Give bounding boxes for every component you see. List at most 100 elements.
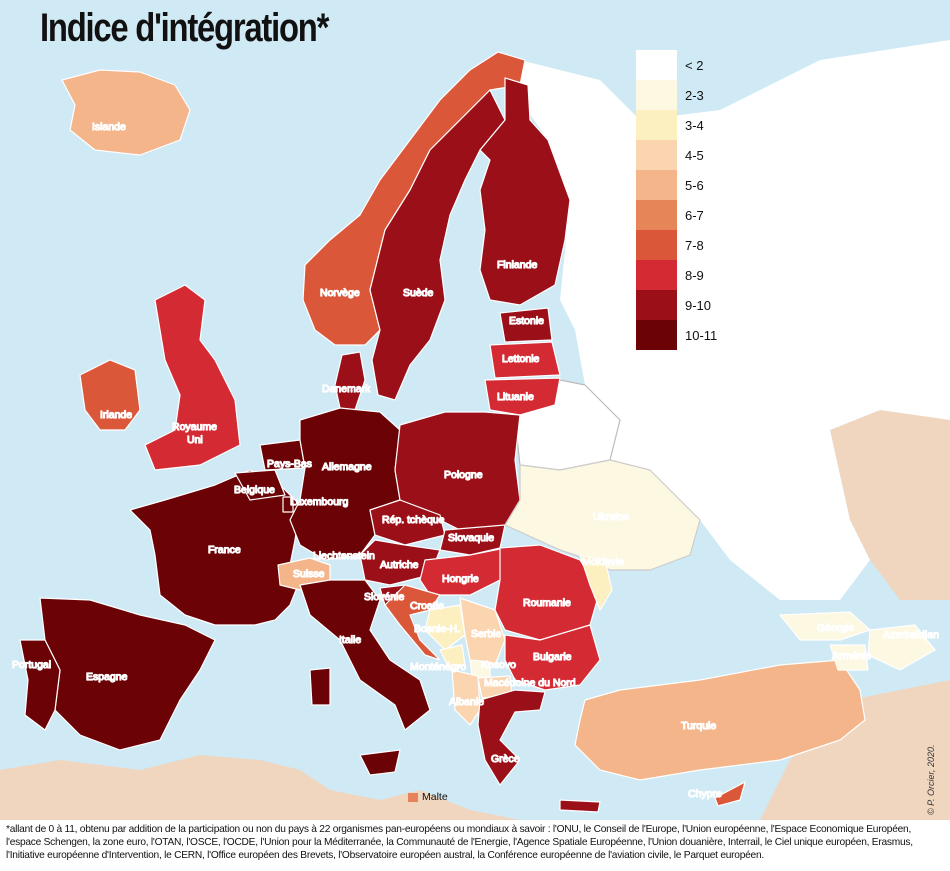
label-norvege: Norvège — [320, 287, 360, 299]
legend-swatch — [636, 110, 677, 140]
country-royaume-uni[interactable] — [144, 284, 241, 471]
label-moldavie: Moldavie — [582, 556, 624, 568]
label-danemark: Danemark — [322, 383, 371, 395]
legend-label: 8-9 — [685, 267, 704, 283]
label-azerbaidjan: Azerbaïdjan — [883, 629, 939, 641]
label-royaume-uni-2: Uni — [187, 434, 203, 446]
legend-swatch — [636, 140, 677, 170]
country-italie[interactable] — [299, 579, 431, 731]
label-malte: Malte — [422, 791, 448, 803]
country-albanie[interactable] — [451, 669, 481, 726]
legend-swatch — [636, 200, 677, 230]
label-suisse: Suisse — [293, 568, 325, 580]
label-croatie: Croatie — [410, 600, 444, 612]
country-suede[interactable] — [369, 89, 506, 401]
label-irlande: Irlande — [100, 409, 132, 421]
label-italie: Italie — [339, 634, 361, 646]
legend-swatch — [636, 260, 677, 290]
legend-label: 6-7 — [685, 207, 704, 223]
country-sardaigne[interactable] — [309, 667, 331, 706]
country-grece[interactable] — [477, 689, 546, 786]
country-ukraine[interactable] — [504, 459, 701, 571]
country-finlande[interactable] — [479, 77, 571, 306]
malte-marker[interactable]: Malte — [408, 791, 448, 803]
label-estonie: Estonie — [509, 315, 544, 327]
legend-item: 10-11 — [636, 320, 746, 350]
legend-item: 8-9 — [636, 260, 746, 290]
malte-swatch — [408, 792, 418, 802]
country-bulgarie[interactable] — [504, 624, 601, 691]
label-chypre: Chypre — [688, 788, 722, 800]
legend-item: 7-8 — [636, 230, 746, 260]
country-estonie[interactable] — [499, 307, 553, 343]
legend-swatch — [636, 230, 677, 260]
label-espagne: Espagne — [86, 671, 128, 683]
country-moldavie[interactable] — [579, 554, 613, 611]
country-serbie[interactable] — [459, 597, 506, 666]
country-portugal[interactable] — [19, 639, 61, 731]
country-turquie[interactable] — [574, 659, 866, 781]
legend: < 2 2-3 3-4 4-5 5-6 6-7 7-8 8-9 9-10 10-… — [636, 50, 746, 350]
country-hongrie[interactable] — [419, 547, 506, 596]
country-azerbaidjan[interactable] — [867, 624, 936, 671]
country-bosnie[interactable] — [424, 604, 466, 651]
label-georgie: Géorgie — [817, 622, 855, 634]
legend-label: 2-3 — [685, 87, 704, 103]
label-liechtenstein: Liechtenstein — [313, 550, 375, 562]
caucasus-east — [830, 410, 950, 600]
label-russie: Russie — [710, 399, 742, 411]
country-montenegro[interactable] — [439, 644, 466, 671]
label-lituanie: Lituanie — [497, 391, 534, 403]
legend-swatch — [636, 290, 677, 320]
legend-label: 7-8 — [685, 237, 704, 253]
country-crete[interactable] — [559, 799, 601, 813]
country-allemagne[interactable] — [289, 407, 401, 561]
label-montenegro: Monténégro — [410, 661, 466, 673]
label-pologne: Pologne — [444, 469, 483, 481]
label-rep-tcheque: Rép. tchèque — [382, 514, 445, 526]
label-bulgarie: Bulgarie — [533, 651, 572, 663]
legend-swatch — [636, 50, 677, 80]
country-croatie[interactable] — [384, 584, 441, 661]
legend-label: < 2 — [685, 57, 704, 73]
legend-item: 3-4 — [636, 110, 746, 140]
country-islande[interactable] — [61, 69, 191, 156]
label-royaume-uni-1: Royaume — [172, 421, 217, 433]
country-georgie[interactable] — [779, 611, 871, 641]
label-turquie: Turquie — [681, 720, 716, 732]
country-sicile[interactable] — [359, 749, 401, 776]
middle-east — [760, 680, 950, 820]
country-labels: Islande Norvège Suède Finlande Estonie L… — [11, 120, 939, 800]
country-lituanie[interactable] — [484, 377, 561, 416]
legend-swatch — [636, 80, 677, 110]
north-africa — [0, 755, 520, 820]
country-armenie[interactable] — [829, 644, 869, 671]
label-belgique: Belgique — [234, 484, 275, 496]
credit: © P. Orcier, 2020. — [926, 744, 936, 815]
country-lettonie[interactable] — [489, 341, 561, 379]
legend-label: 9-10 — [685, 297, 712, 313]
legend-label: 3-4 — [685, 117, 704, 133]
label-macedoine: Macédoine du Nord — [484, 677, 576, 689]
country-chypre[interactable] — [714, 781, 746, 807]
legend-item: 6-7 — [636, 200, 746, 230]
map-title: Indice d'intégration* — [40, 6, 329, 50]
footnote: *allant de 0 à 11, obtenu par addition d… — [0, 820, 950, 871]
legend-label: 10-11 — [685, 327, 718, 343]
label-lettonie: Lettonie — [502, 353, 540, 365]
label-serbie: Serbie — [471, 628, 502, 640]
label-france: France — [208, 544, 241, 556]
legend-label: 5-6 — [685, 177, 704, 193]
label-ukraine: Ukraine — [593, 511, 629, 523]
label-armenie: Arménie — [832, 650, 871, 662]
label-suede: Suède — [403, 287, 434, 299]
label-albanie: Albanie — [449, 696, 484, 708]
footnote-text: *allant de 0 à 11, obtenu par addition d… — [6, 824, 913, 861]
country-luxembourg[interactable] — [282, 496, 294, 513]
legend-swatch — [636, 320, 677, 350]
label-kosovo: Kosovo — [481, 659, 516, 671]
country-irlande[interactable] — [79, 359, 141, 431]
country-belgique[interactable] — [234, 469, 286, 501]
label-hongrie: Hongrie — [442, 573, 479, 585]
label-islande: Islande — [92, 121, 126, 133]
